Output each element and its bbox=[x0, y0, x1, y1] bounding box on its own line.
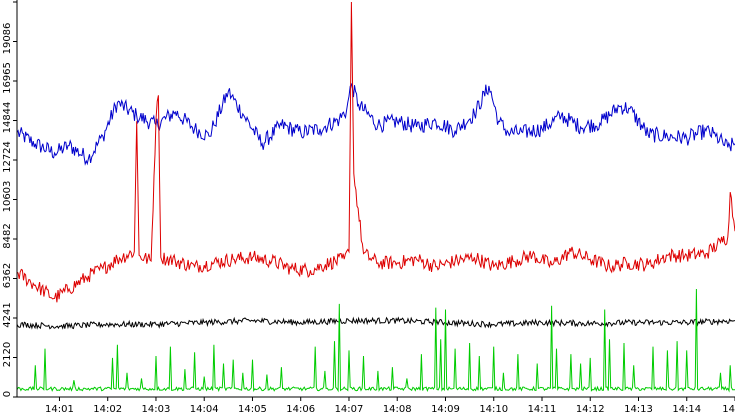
x-tick-label: 14:12 bbox=[576, 404, 605, 415]
x-tick-label: 14:06 bbox=[286, 404, 315, 415]
y-tick-label: 8482 bbox=[2, 223, 13, 248]
plot-area bbox=[16, 1, 735, 393]
x-tick-label: 14:09 bbox=[431, 404, 460, 415]
x-tick-label: 14:13 bbox=[624, 404, 653, 415]
series-line-4 bbox=[16, 288, 735, 393]
x-tick-label: 14:14 bbox=[672, 404, 701, 415]
x-tick-label: 14:08 bbox=[383, 404, 412, 415]
x-tick-label: 14 bbox=[722, 404, 735, 415]
y-tick-label: 12724 bbox=[2, 141, 13, 173]
x-tick-label: 14:01 bbox=[45, 404, 74, 415]
y-axis: 0 2120 4241 6362 8482 10603 12724 14844 16965 190… bbox=[2, 0, 18, 398]
y-tick-label: 19086 bbox=[2, 23, 13, 55]
x-tick-label: 14:10 bbox=[479, 404, 508, 415]
y-tick-label: 0 bbox=[2, 391, 13, 397]
x-tick-label: 14:07 bbox=[335, 404, 364, 415]
y-tick-label: 4241 bbox=[2, 302, 13, 327]
y-tick-label: 10603 bbox=[2, 181, 13, 213]
y-tick-label: 6362 bbox=[2, 263, 13, 288]
x-axis: 14:01 14:02 14:03 14:04 14:05 14:06 14:07 14:08… bbox=[17, 396, 735, 415]
series-line-1 bbox=[16, 82, 735, 166]
series-line-2 bbox=[16, 1, 735, 303]
y-tick-label: 2120 bbox=[2, 342, 13, 367]
series-line-3 bbox=[16, 316, 735, 330]
y-tick-label: 16965 bbox=[2, 62, 13, 94]
y-tick-label: 14844 bbox=[2, 102, 13, 134]
x-tick-label: 14:05 bbox=[238, 404, 267, 415]
x-tick-label: 14:02 bbox=[93, 404, 122, 415]
x-tick-label: 14:11 bbox=[528, 404, 557, 415]
x-tick-label: 14:04 bbox=[190, 404, 219, 415]
x-tick-label: 14:03 bbox=[142, 404, 171, 415]
